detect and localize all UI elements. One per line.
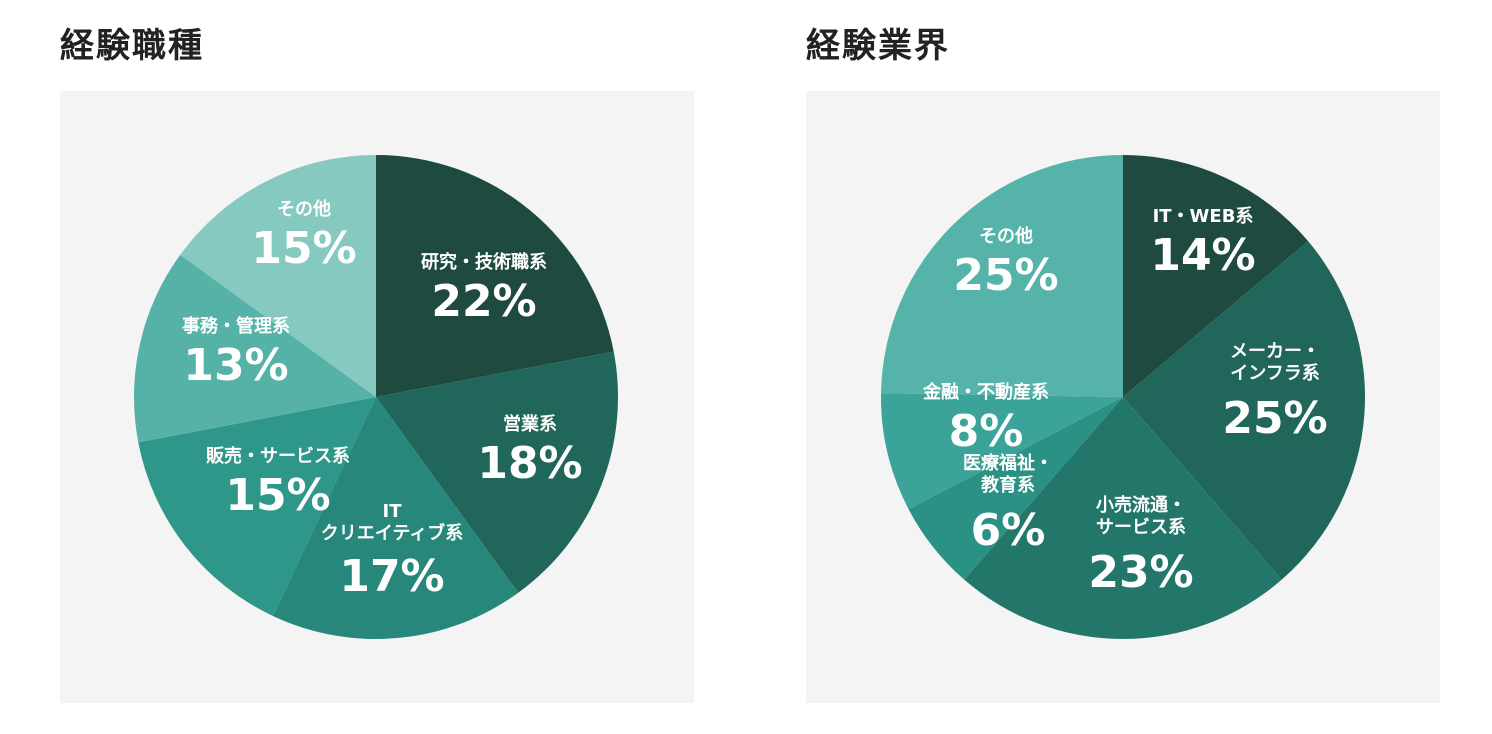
slice-label: クリエイティブ系 <box>321 522 464 544</box>
slice-label: IT <box>383 501 403 522</box>
chart-title-occupation: 経験職種 <box>60 26 204 66</box>
slice-percent: 17% <box>339 551 444 602</box>
slice-label: インフラ系 <box>1230 363 1319 384</box>
pie-slice <box>908 397 1123 580</box>
pie-slice <box>180 155 376 397</box>
chart-title-industry: 経験業界 <box>806 26 950 66</box>
slice-percent: 14% <box>1150 230 1255 281</box>
slice-percent: 23% <box>1088 547 1193 598</box>
pie-slice <box>964 397 1282 640</box>
slice-label: 教育系 <box>981 474 1035 496</box>
pie-slice <box>376 155 614 397</box>
slice-label: 医療福祉・ <box>963 452 1053 474</box>
slice-label: 事務・管理系 <box>182 315 290 337</box>
slice-label: その他 <box>979 225 1033 247</box>
slice-label: 販売・サービス系 <box>206 445 350 467</box>
slice-label: 研究・技術職系 <box>421 251 547 273</box>
slice-label: 営業系 <box>503 413 557 435</box>
slice-percent: 25% <box>953 250 1058 301</box>
slice-label: サービス系 <box>1096 517 1186 538</box>
slice-percent: 15% <box>251 223 356 274</box>
pie-slice <box>376 351 618 593</box>
slice-label: IT・WEB系 <box>1153 206 1254 227</box>
pie-slice <box>272 397 519 639</box>
pie-slice <box>1123 155 1309 397</box>
pie-slice <box>138 397 376 616</box>
slice-percent: 25% <box>1222 393 1327 444</box>
slice-percent: 22% <box>431 276 536 327</box>
slice-percent: 13% <box>183 340 288 391</box>
slice-label: メーカー・ <box>1230 341 1320 362</box>
slice-label: 小売流通・ <box>1096 494 1186 516</box>
pie-slice <box>881 393 1123 510</box>
slice-label: その他 <box>277 198 331 220</box>
slice-percent: 8% <box>949 406 1024 457</box>
slice-percent: 6% <box>971 505 1046 556</box>
pie-slice <box>881 155 1123 397</box>
pie-1: IT・WEB系 14% メーカー・インフラ系 25% 小売流通・サービス系 23% 医療福祉… <box>881 155 1366 640</box>
pie-slice <box>134 254 376 443</box>
slice-percent: 18% <box>477 438 582 489</box>
slice-label: 金融・不動産系 <box>922 381 1049 403</box>
pie-slice <box>1123 241 1366 580</box>
slice-percent: 15% <box>225 470 330 521</box>
